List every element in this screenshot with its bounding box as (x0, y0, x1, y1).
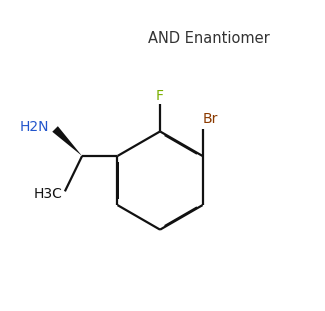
Text: F: F (156, 89, 164, 103)
Text: H3C: H3C (33, 187, 62, 201)
Text: H2N: H2N (20, 119, 49, 133)
Text: Br: Br (202, 112, 218, 126)
Polygon shape (52, 126, 82, 156)
Text: AND Enantiomer: AND Enantiomer (148, 31, 270, 46)
